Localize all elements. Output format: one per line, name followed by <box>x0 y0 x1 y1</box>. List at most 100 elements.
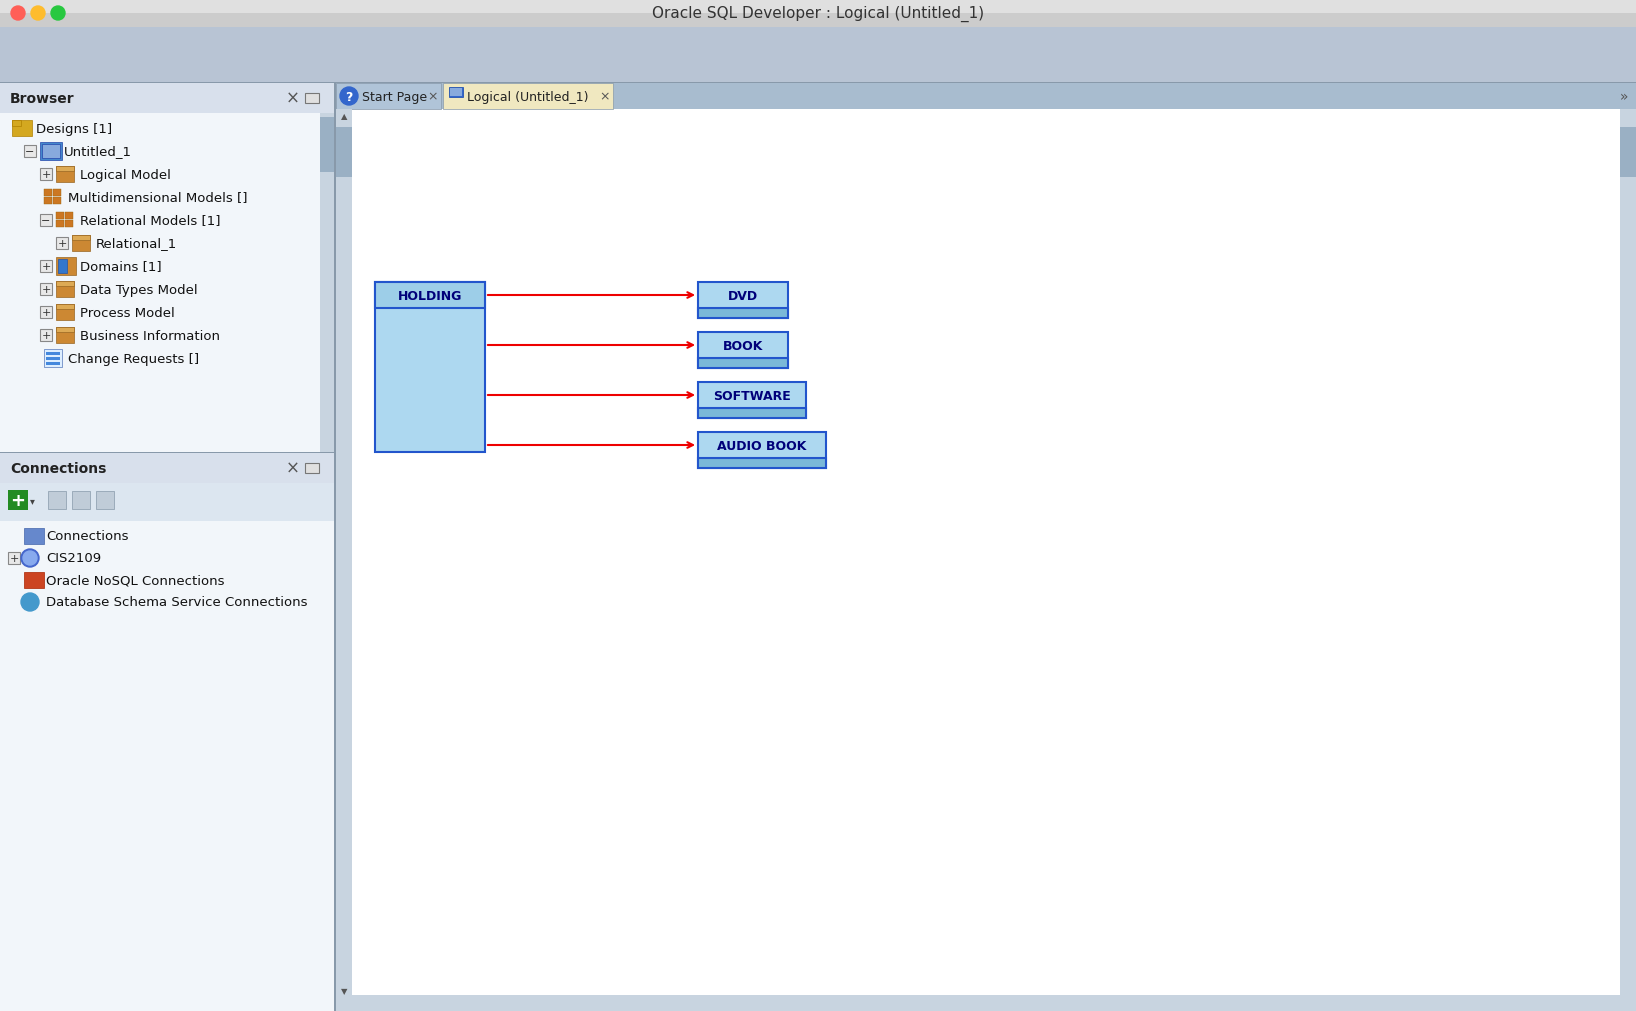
Circle shape <box>11 7 25 21</box>
Bar <box>44 198 52 205</box>
Text: Logical Model: Logical Model <box>80 169 170 181</box>
Text: Change Requests []: Change Requests [] <box>69 352 200 365</box>
Bar <box>56 328 74 344</box>
Bar <box>56 304 74 309</box>
Bar <box>39 284 52 295</box>
Bar <box>699 459 826 468</box>
Bar <box>1620 110 1636 1011</box>
Bar <box>448 88 463 98</box>
Bar <box>39 169 52 181</box>
Bar <box>699 408 807 419</box>
Bar <box>46 358 61 361</box>
Bar <box>0 0 1636 14</box>
Bar <box>39 214 52 226</box>
Text: +: + <box>41 307 51 317</box>
Bar <box>0 453 335 455</box>
Bar <box>11 121 33 136</box>
Bar <box>56 282 74 287</box>
Bar <box>1620 127 1636 178</box>
Text: ×: × <box>286 460 299 477</box>
Bar <box>72 491 90 510</box>
Bar <box>25 146 36 158</box>
Bar <box>699 359 789 369</box>
Bar <box>56 212 64 219</box>
Circle shape <box>21 549 39 567</box>
Bar <box>0 84 334 114</box>
Bar <box>52 198 61 205</box>
Bar <box>46 363 61 366</box>
Bar <box>450 89 461 97</box>
Text: +: + <box>10 553 18 563</box>
Bar <box>321 114 334 454</box>
Bar <box>699 433 826 468</box>
Bar <box>52 190 61 197</box>
Circle shape <box>23 551 38 565</box>
Text: Logical (Untitled_1): Logical (Untitled_1) <box>466 90 589 103</box>
Bar <box>57 260 67 274</box>
Text: +: + <box>41 170 51 180</box>
Bar <box>334 84 335 1011</box>
Bar <box>56 220 64 227</box>
Text: ▲: ▲ <box>340 112 347 121</box>
Bar <box>304 94 319 104</box>
Bar <box>97 491 115 510</box>
Bar <box>39 261 52 273</box>
Text: HOLDING: HOLDING <box>398 289 463 302</box>
Bar <box>65 220 74 227</box>
Text: Data Types Model: Data Types Model <box>80 283 198 296</box>
Bar <box>699 382 807 419</box>
Bar <box>56 167 74 183</box>
Bar <box>56 304 74 320</box>
Text: +: + <box>41 285 51 295</box>
Bar <box>44 190 52 197</box>
Text: Relational Models [1]: Relational Models [1] <box>80 214 221 227</box>
Text: Domains [1]: Domains [1] <box>80 260 162 273</box>
Bar <box>39 143 62 161</box>
Text: +: + <box>41 331 51 341</box>
Bar <box>72 236 90 252</box>
Bar <box>47 491 65 510</box>
Bar <box>0 84 335 1011</box>
Bar <box>335 110 352 1011</box>
Text: Oracle SQL Developer : Logical (Untitled_1): Oracle SQL Developer : Logical (Untitled… <box>651 6 985 22</box>
Bar <box>0 454 334 483</box>
Text: DVD: DVD <box>728 289 757 302</box>
Text: Multidimensional Models []: Multidimensional Models [] <box>69 191 247 204</box>
Bar <box>699 333 789 369</box>
Circle shape <box>31 7 46 21</box>
Bar <box>8 552 20 564</box>
Text: Oracle NoSQL Connections: Oracle NoSQL Connections <box>46 574 224 587</box>
Bar <box>699 308 789 318</box>
Bar <box>335 84 442 110</box>
Bar <box>0 84 335 454</box>
Text: »: » <box>1620 90 1628 104</box>
Bar <box>375 283 484 308</box>
Bar <box>0 0 1636 28</box>
Bar <box>39 306 52 318</box>
Text: −: − <box>41 215 51 225</box>
Bar <box>8 490 28 511</box>
Text: ▼: ▼ <box>340 987 347 996</box>
Text: SOFTWARE: SOFTWARE <box>713 389 790 402</box>
Text: Untitled_1: Untitled_1 <box>64 146 133 159</box>
Bar <box>0 454 335 1011</box>
Text: +: + <box>10 491 26 510</box>
Text: Database Schema Service Connections: Database Schema Service Connections <box>46 595 308 609</box>
Bar <box>0 483 334 522</box>
Text: +: + <box>57 239 67 249</box>
Bar <box>56 167 74 172</box>
Bar <box>56 328 74 333</box>
Bar <box>25 572 44 588</box>
Circle shape <box>340 88 358 106</box>
Bar <box>44 350 62 368</box>
Bar <box>321 118 334 173</box>
Bar <box>699 283 789 318</box>
Text: Process Model: Process Model <box>80 306 175 319</box>
Text: BOOK: BOOK <box>723 339 762 352</box>
Bar <box>39 330 52 342</box>
Bar <box>0 28 1636 84</box>
Bar <box>443 84 614 110</box>
Bar <box>304 463 319 473</box>
Text: −: − <box>25 147 34 157</box>
Text: Business Information: Business Information <box>80 330 219 342</box>
